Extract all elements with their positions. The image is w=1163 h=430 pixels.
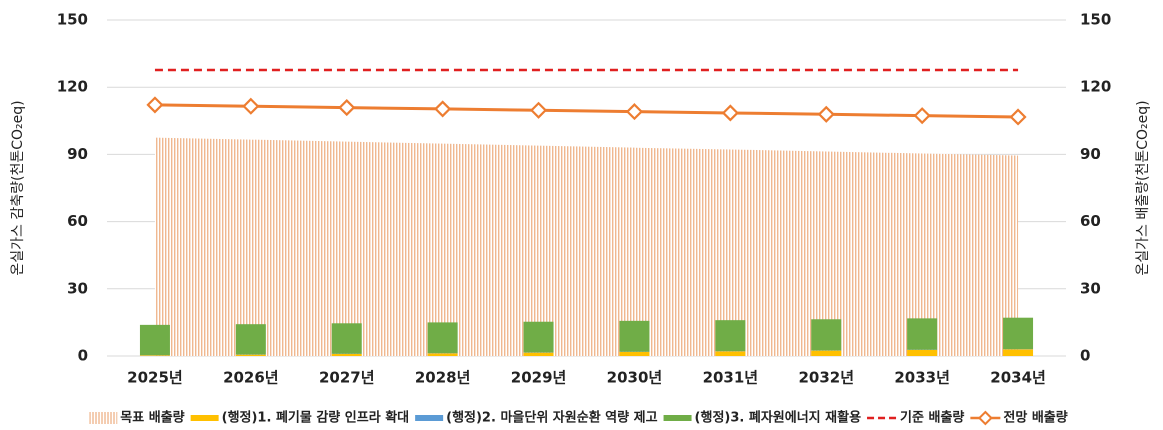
x-tick-label: 2034년	[990, 369, 1046, 387]
bar	[139, 355, 170, 356]
y-tick-label: 120	[57, 78, 88, 96]
y2-tick-label: 90	[1080, 145, 1101, 163]
y2-tick-label: 120	[1080, 78, 1111, 96]
marker	[817, 105, 835, 123]
legend-item: (행정)3. 폐자원에너지 재활용	[663, 410, 862, 426]
y-tick-label: 90	[67, 145, 88, 163]
y-tick-label: 0	[78, 347, 88, 365]
marker	[721, 104, 739, 122]
x-tick-label: 2029년	[511, 369, 567, 387]
bar	[715, 351, 746, 356]
legend-label: (행정)2. 마을단위 자원순환 역량 제고	[446, 410, 657, 426]
y-tick-label: 150	[57, 11, 88, 29]
legend: 목표 배출량 (행정)1. 폐기물 감량 인프라 확대 (행정)2. 마을단위 자원…	[89, 410, 1068, 426]
x-tick-label: 2025년	[127, 369, 183, 387]
y2-tick-label: 60	[1080, 212, 1101, 230]
y2-tick-label: 0	[1080, 347, 1090, 365]
bar	[235, 354, 266, 356]
x-tick-label: 2028년	[415, 369, 471, 387]
legend-swatch	[190, 415, 219, 421]
bar	[235, 324, 266, 355]
legend-item: (행정)1. 폐기물 감량 인프라 확대	[190, 410, 410, 426]
bar	[523, 352, 554, 356]
x-tick-label: 2030년	[607, 369, 663, 387]
bar	[907, 318, 938, 350]
legend-swatch	[663, 415, 692, 421]
legend-label: 전망 배출량	[1003, 410, 1067, 426]
legend-marker	[977, 410, 993, 426]
bar	[1003, 317, 1034, 350]
legend-item: (행정)2. 마을단위 자원순환 역량 제고	[415, 410, 658, 426]
legend-item: 기준 배출량	[867, 410, 964, 426]
x-tick-label: 2026년	[223, 369, 279, 387]
bar	[619, 351, 650, 356]
marker	[242, 97, 260, 115]
bar	[811, 350, 842, 356]
bar	[139, 324, 170, 356]
y2-tick-label: 30	[1080, 279, 1101, 297]
area	[154, 137, 1019, 356]
marker	[146, 96, 164, 114]
bar	[331, 353, 362, 356]
bar	[523, 321, 554, 353]
legend-swatch	[415, 415, 444, 421]
bar	[715, 320, 746, 352]
bar	[811, 319, 842, 351]
legend-label: (행정)1. 폐기물 감량 인프라 확대	[222, 410, 410, 426]
x-tick-label: 2031년	[703, 369, 759, 387]
legend-item: 목표 배출량	[89, 410, 185, 426]
y2-tick-label: 150	[1080, 11, 1111, 29]
bar	[619, 320, 650, 352]
legend-label: (행정)3. 폐자원에너지 재활용	[695, 410, 862, 426]
marker	[529, 101, 548, 119]
marker	[625, 103, 644, 121]
legend-label: 기준 배출량	[900, 410, 964, 426]
y-axis-title: 온실가스 감축량(천톤CO₂eq)	[10, 100, 26, 275]
bar	[427, 353, 458, 356]
marker	[913, 107, 931, 125]
bar	[331, 323, 362, 354]
x-tick-label: 2033년	[894, 369, 950, 387]
legend-item: 전망 배출량	[970, 410, 1068, 426]
marker	[1009, 108, 1027, 126]
x-tick-label: 2032년	[798, 369, 854, 387]
bar	[427, 322, 458, 354]
x-tick-label: 2027년	[319, 369, 375, 387]
y-tick-label: 30	[67, 279, 88, 297]
marker	[338, 99, 356, 117]
marker	[434, 100, 452, 118]
y2-axis-title: 온실가스 배출량(천톤CO₂eq)	[1135, 100, 1151, 275]
line	[154, 103, 1019, 119]
bar	[1003, 349, 1034, 356]
legend-swatch	[89, 412, 118, 424]
bar	[907, 349, 938, 356]
y-tick-label: 60	[67, 212, 88, 230]
legend-label: 목표 배출량	[120, 410, 184, 426]
